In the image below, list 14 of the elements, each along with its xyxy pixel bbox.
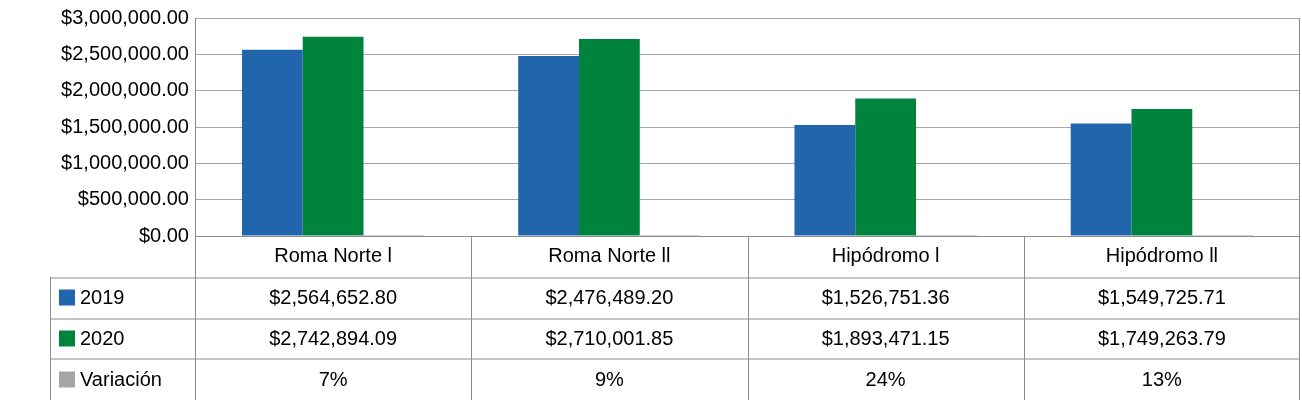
y-tick-label: $1,500,000.00 xyxy=(61,114,189,137)
bar xyxy=(1131,108,1193,236)
y-tick-label: $3,000,000.00 xyxy=(61,5,189,28)
y-tick-label: $1,000,000.00 xyxy=(61,150,189,173)
y-tick-label: $2,500,000.00 xyxy=(61,41,189,64)
bar xyxy=(794,125,856,236)
bar xyxy=(578,39,640,236)
bar xyxy=(855,98,917,236)
bar xyxy=(302,36,364,236)
y-tick-label: $2,000,000.00 xyxy=(61,78,189,101)
bar xyxy=(1070,123,1132,236)
bar xyxy=(518,56,579,236)
y-tick-label: $500,000.00 xyxy=(77,187,189,210)
bar xyxy=(241,49,303,236)
